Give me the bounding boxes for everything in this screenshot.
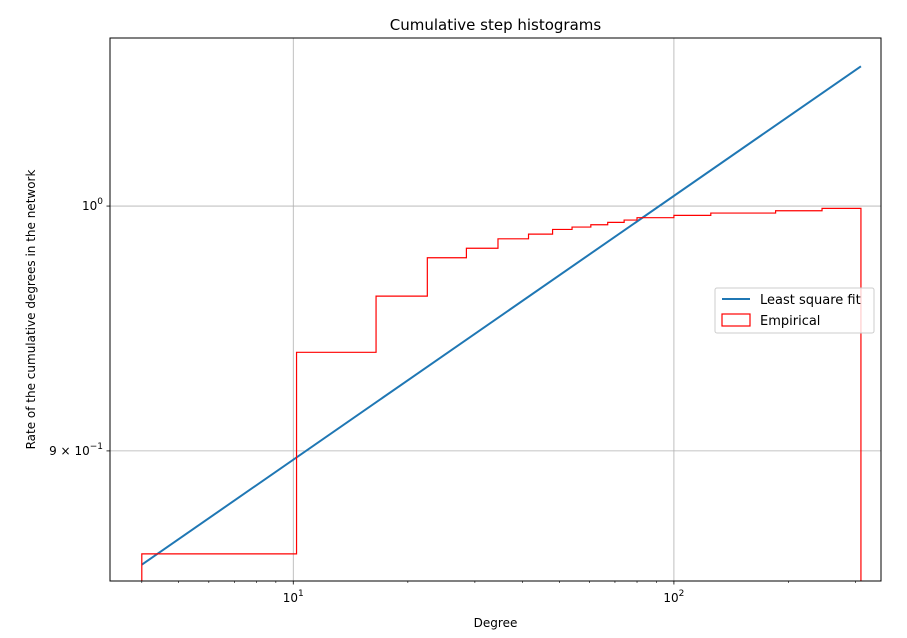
x-axis-label: Degree [474, 616, 518, 630]
y-tick-label: 100 [82, 197, 103, 213]
legend-entry-label: Least square fit [760, 293, 861, 308]
series-line-least-square-fit [141, 65, 862, 566]
axis-ticks: 101 102 100 9 × 10−1 [49, 197, 856, 605]
y-axis-label: Rate of the cumulative degrees in the ne… [24, 170, 38, 450]
plot-frame [109, 37, 882, 582]
legend-box [714, 287, 875, 334]
y-tick-label: 9 × 10−1 [49, 442, 103, 458]
chart-title: Cumulative step histograms [390, 16, 602, 34]
series-layer [141, 65, 862, 581]
x-tick-label: 101 [283, 589, 304, 605]
legend: Least square fit Empirical [714, 287, 875, 334]
legend-entry-label: Empirical [760, 314, 820, 329]
x-tick-label: 102 [663, 589, 684, 605]
legend-swatch-box [721, 313, 751, 327]
grid [110, 38, 881, 581]
series-step-empirical [141, 207, 862, 581]
